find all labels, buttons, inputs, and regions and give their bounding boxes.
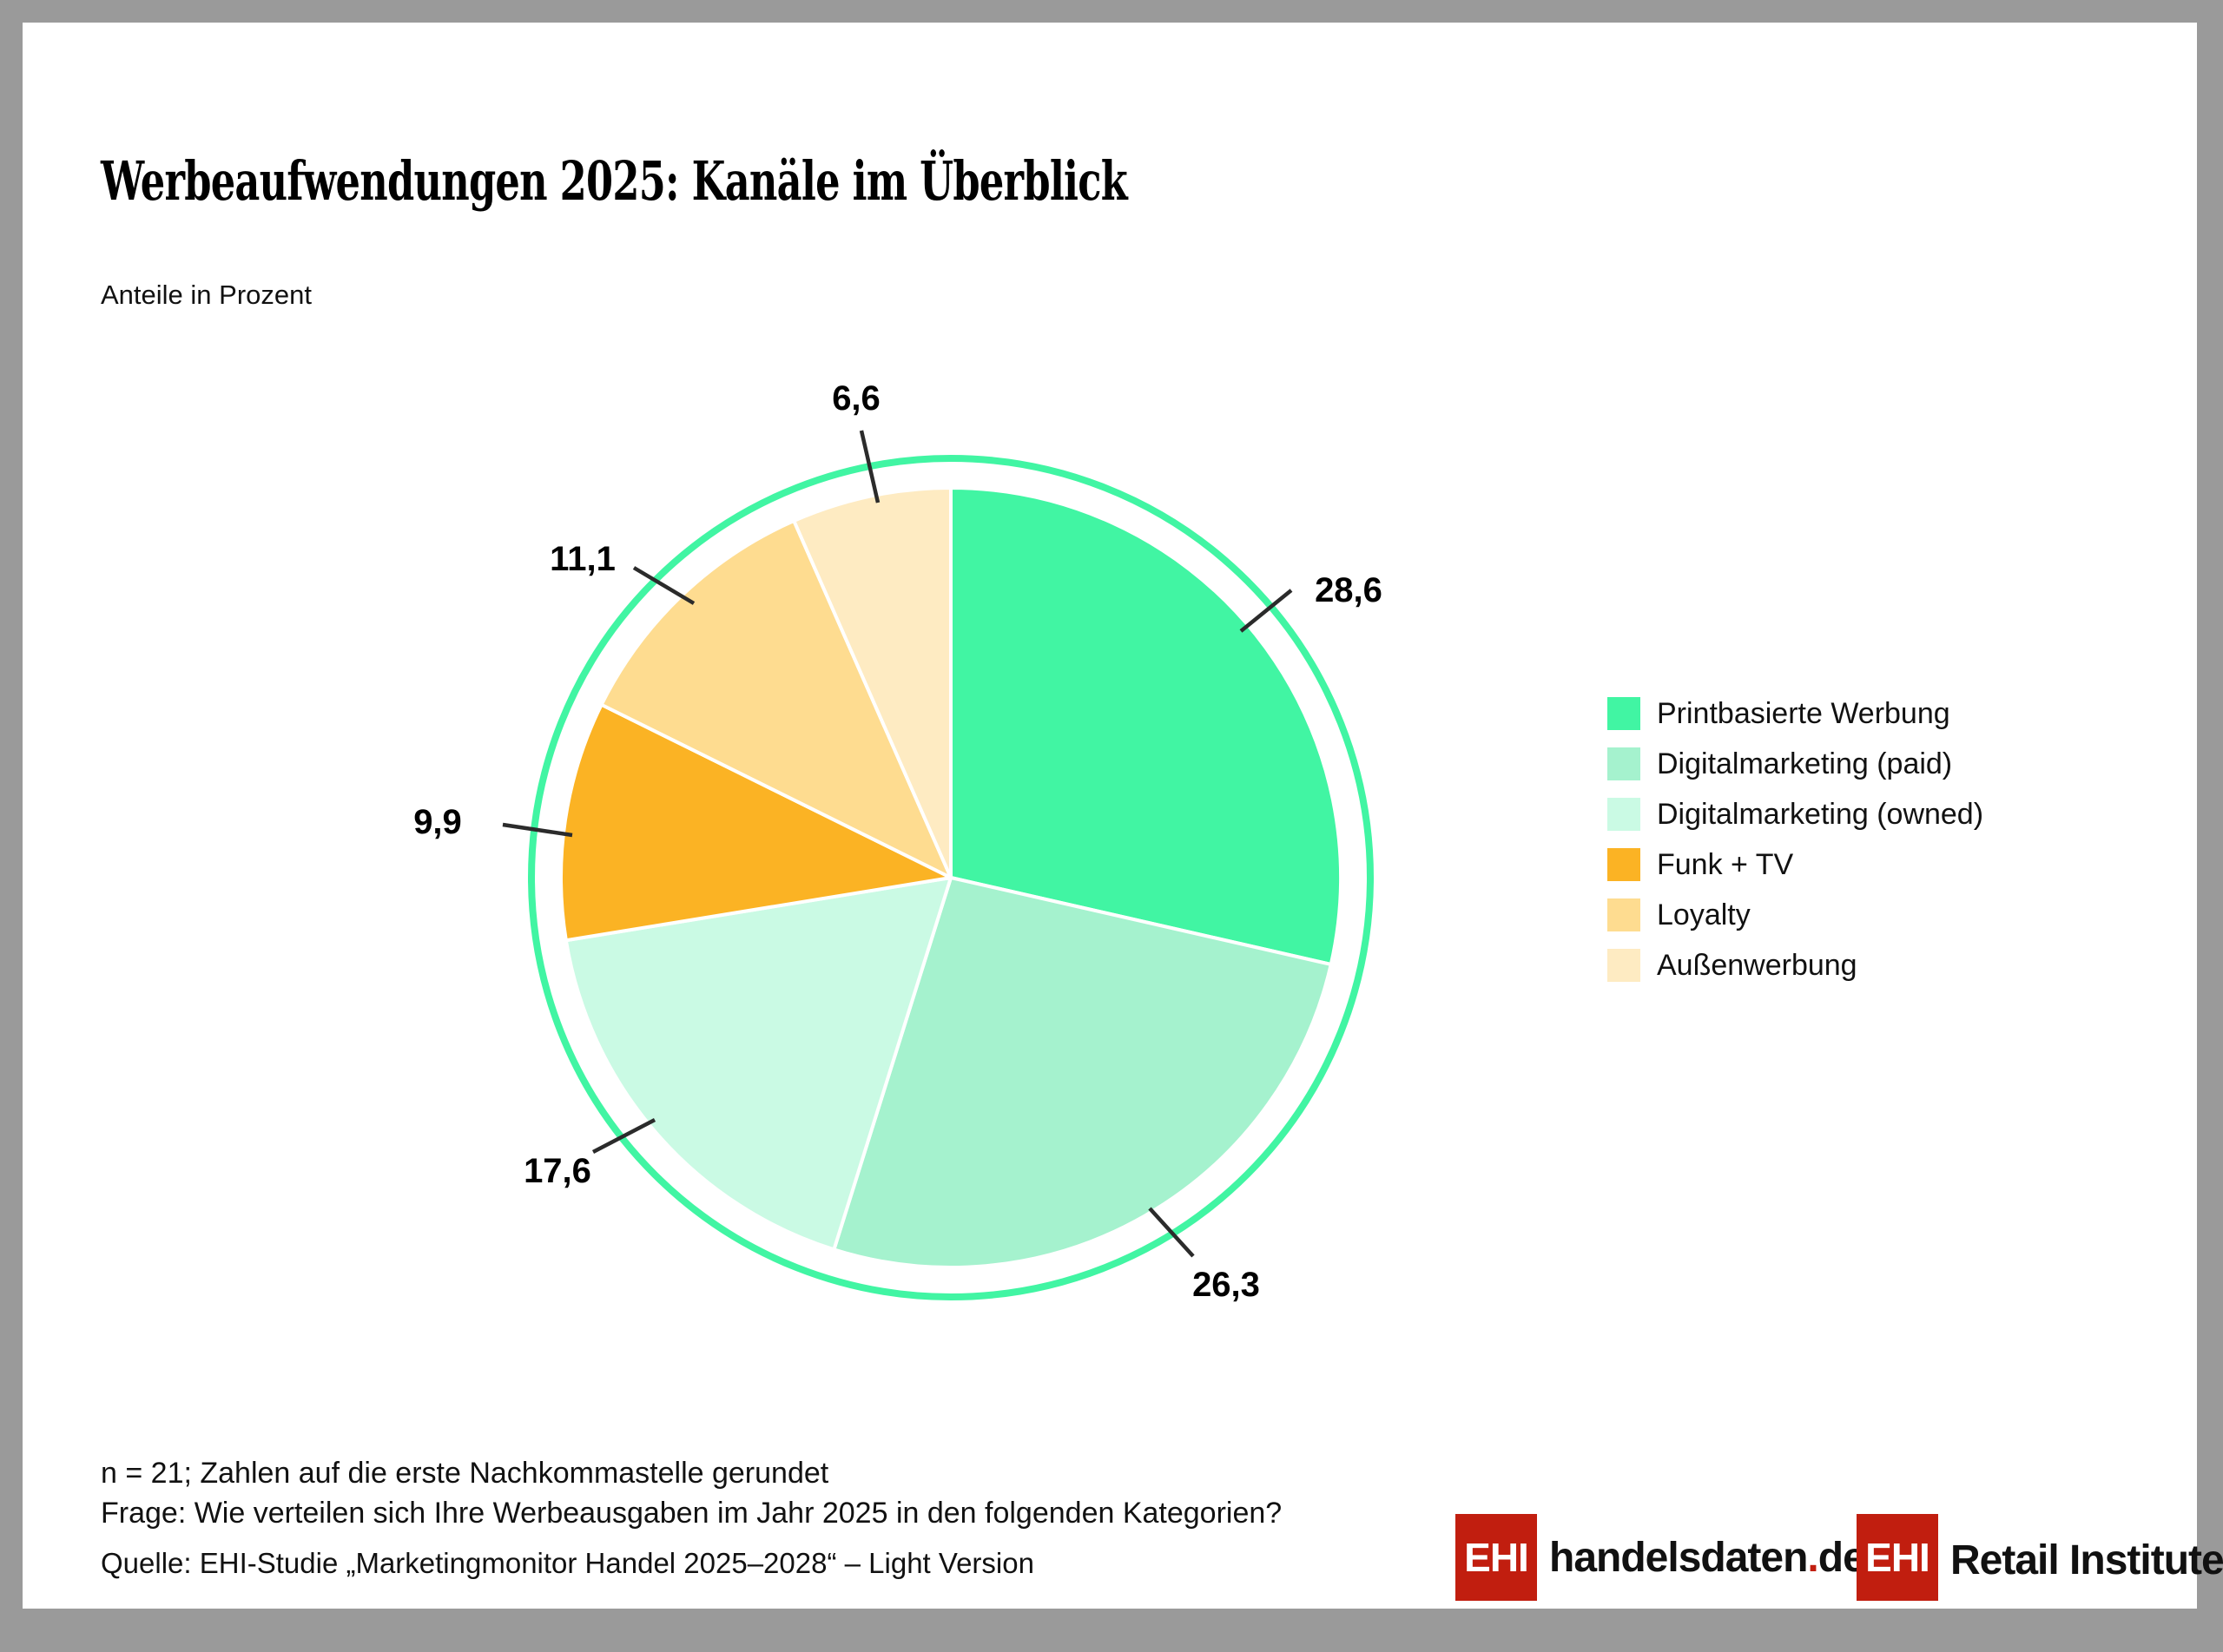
legend-item-1: Printbasierte Werbung — [1607, 697, 1983, 730]
legend-item-3: Digitalmarketing (owned) — [1607, 798, 1983, 831]
note-question: Frage: Wie verteilen sich Ihre Werbeausg… — [101, 1497, 1283, 1530]
pie-slice-3 — [564, 876, 953, 1252]
callout-line-5 — [632, 566, 696, 605]
legend-swatch — [1607, 949, 1640, 982]
source-text: Quelle: EHI-Studie „Marketingmonitor Han… — [101, 1547, 1034, 1579]
legend-label: Digitalmarketing (owned) — [1657, 797, 1984, 831]
legend-swatch — [1607, 848, 1640, 881]
callout-line-3 — [591, 1118, 656, 1154]
callout-line-4 — [502, 822, 573, 838]
card: Werbeaufwendungen 2025: Kanäle im Überbl… — [23, 23, 2223, 1609]
chart-subtitle: Anteile in Prozent — [101, 280, 312, 310]
ehi-handelsdaten-logo: EHI handelsdaten.de — [1455, 1514, 1866, 1601]
page-title: Werbeaufwendungen 2025: Kanäle im Überbl… — [101, 148, 1128, 213]
legend-label: Außenwerbung — [1657, 948, 1857, 982]
legend-swatch — [1607, 898, 1640, 931]
pie-outer-ring — [528, 455, 1374, 1300]
retail-institute-text: Retail Institute — [1950, 1537, 2223, 1583]
ehi-logo-block: EHI — [1857, 1514, 1938, 1601]
legend-swatch — [1607, 697, 1640, 730]
ehi-retail-institute-logo: EHI Retail Institute® — [1857, 1514, 2223, 1601]
footnotes: n = 21; Zahlen auf die erste Nachkommast… — [101, 1453, 1282, 1533]
legend-item-4: Funk + TV — [1607, 848, 1983, 881]
ehi-retail-logo-text: Retail Institute® — [1950, 1531, 2223, 1584]
pie-slice-4 — [559, 702, 953, 943]
legend-swatch — [1607, 798, 1640, 831]
callout-line-2 — [1148, 1207, 1195, 1258]
legend-item-5: Loyalty — [1607, 898, 1983, 931]
handelsdaten-text: handelsdaten — [1549, 1534, 1808, 1581]
pie-slice-6 — [792, 486, 953, 879]
legend-item-2: Digitalmarketing (paid) — [1607, 747, 1983, 780]
note-sample-size: n = 21; Zahlen auf die erste Nachkommast… — [101, 1457, 829, 1490]
callout-value-6: 6,6 — [832, 379, 881, 418]
callout-value-1: 28,6 — [1315, 571, 1382, 609]
callout-line-1 — [1239, 589, 1293, 633]
logo-red-dot: . — [1807, 1534, 1818, 1581]
callout-value-4: 9,9 — [413, 803, 462, 841]
legend-item-6: Außenwerbung — [1607, 949, 1983, 982]
legend-label: Funk + TV — [1657, 847, 1794, 881]
ehi-handelsdaten-logo-text: handelsdaten.de — [1549, 1534, 1866, 1582]
legend-label: Loyalty — [1657, 898, 1751, 931]
legend: Printbasierte Werbung Digitalmarketing (p… — [1607, 697, 1983, 999]
legend-label: Printbasierte Werbung — [1657, 696, 1950, 730]
legend-label: Digitalmarketing (paid) — [1657, 747, 1953, 780]
ehi-logo-block: EHI — [1455, 1514, 1537, 1601]
pie-slice-2 — [832, 876, 1333, 1269]
pie-slice-1 — [949, 486, 1342, 966]
callout-value-3: 17,6 — [524, 1152, 591, 1190]
callout-value-2: 26,3 — [1192, 1266, 1260, 1304]
pie-slice-5 — [599, 518, 953, 879]
callout-line-6 — [859, 430, 881, 503]
callout-value-5: 11,1 — [550, 540, 616, 578]
legend-swatch — [1607, 747, 1640, 780]
